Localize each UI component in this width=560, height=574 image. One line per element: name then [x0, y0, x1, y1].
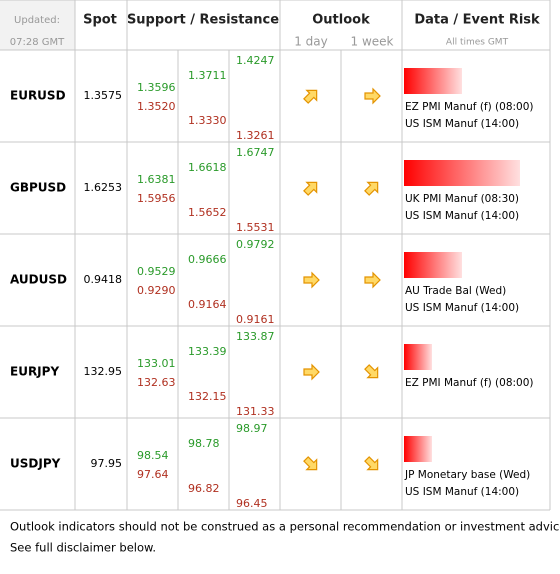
outlook-arrow — [303, 271, 320, 289]
resistance-level: 1.6381 — [137, 173, 176, 186]
resistance-level: 0.9529 — [137, 265, 176, 278]
updated-label: Updated: — [14, 15, 60, 26]
event: EZ PMI Manuf (f) (08:00) — [405, 101, 534, 113]
resistance-level: 98.54 — [137, 449, 169, 462]
resistance-level: 133.01 — [137, 357, 176, 370]
event: US ISM Manuf (14:00) — [405, 210, 519, 222]
spot: 1.6253 — [84, 181, 123, 194]
resistance-level: 98.97 — [236, 422, 268, 435]
outlook-arrow — [364, 456, 379, 471]
resistance-level: 1.3711 — [188, 69, 227, 82]
outlook-arrow — [364, 87, 381, 105]
event-risk-bar — [404, 68, 462, 94]
outlook-arrow — [364, 271, 381, 289]
pair: EURUSD — [10, 89, 66, 103]
resistance-level: 0.9792 — [236, 238, 275, 251]
resistance-level: 133.39 — [188, 345, 227, 358]
support-level: 132.63 — [137, 376, 176, 389]
updated-time: 07:28 GMT — [10, 37, 65, 48]
event: JP Monetary base (Wed) — [404, 469, 530, 481]
support-level: 0.9290 — [137, 284, 176, 297]
event: AU Trade Bal (Wed) — [405, 285, 506, 297]
event: US ISM Manuf (14:00) — [405, 118, 519, 130]
event: UK PMI Manuf (08:30) — [405, 193, 519, 205]
resistance-level: 1.4247 — [236, 54, 275, 67]
outlook-arrow — [364, 181, 379, 196]
support-level: 1.5956 — [137, 192, 176, 205]
resistance-level: 1.3596 — [137, 81, 176, 94]
resistance-level: 133.87 — [236, 330, 275, 343]
support-level: 131.33 — [236, 405, 275, 418]
spot-header: Spot — [83, 13, 117, 28]
outlook-arrow — [303, 181, 318, 196]
support-level: 1.3520 — [137, 100, 176, 113]
updated-cell — [0, 0, 75, 50]
pair: GBPUSD — [10, 181, 66, 195]
support-level: 1.5652 — [188, 206, 227, 219]
outlook-1week: 1 week — [351, 35, 394, 49]
outlook-arrow — [303, 456, 318, 471]
event-risk-bar — [404, 436, 432, 462]
event-risk-bar — [404, 344, 432, 370]
event: US ISM Manuf (14:00) — [405, 302, 519, 314]
support-level: 96.45 — [236, 497, 268, 510]
sr-header: Support / Resistance — [127, 13, 279, 28]
support-level: 97.64 — [137, 468, 169, 481]
resistance-level: 0.9666 — [188, 253, 227, 266]
support-level: 1.3330 — [188, 114, 227, 127]
spot: 0.9418 — [84, 273, 123, 286]
footer-line1: Outlook indicators should not be constru… — [10, 520, 560, 534]
spot: 132.95 — [84, 365, 123, 378]
support-level: 0.9164 — [188, 298, 227, 311]
outlook-1day: 1 day — [294, 35, 328, 49]
outlook-header: Outlook — [312, 13, 370, 28]
pair: USDJPY — [10, 457, 61, 471]
event: US ISM Manuf (14:00) — [405, 486, 519, 498]
event-risk-bar — [404, 160, 520, 186]
pair: EURJPY — [10, 365, 59, 379]
resistance-level: 98.78 — [188, 437, 220, 450]
support-level: 0.9161 — [236, 313, 275, 326]
support-level: 96.82 — [188, 482, 220, 495]
outlook-arrow — [303, 363, 320, 381]
support-level: 1.5531 — [236, 221, 275, 234]
spot: 1.3575 — [84, 89, 123, 102]
outlook-arrow — [364, 364, 379, 379]
resistance-level: 1.6747 — [236, 146, 275, 159]
data-header: Data / Event Risk — [414, 13, 540, 28]
support-level: 1.3261 — [236, 129, 275, 142]
support-level: 132.15 — [188, 390, 227, 403]
resistance-level: 1.6618 — [188, 161, 227, 174]
pair: AUDUSD — [10, 273, 67, 287]
outlook-arrow — [303, 89, 318, 104]
times-note: All times GMT — [446, 38, 509, 48]
footer-line2: See full disclaimer below. — [10, 541, 156, 555]
event: EZ PMI Manuf (f) (08:00) — [405, 377, 534, 389]
table-grid — [0, 0, 551, 511]
event-risk-bar — [404, 252, 462, 278]
spot: 97.95 — [91, 457, 123, 470]
